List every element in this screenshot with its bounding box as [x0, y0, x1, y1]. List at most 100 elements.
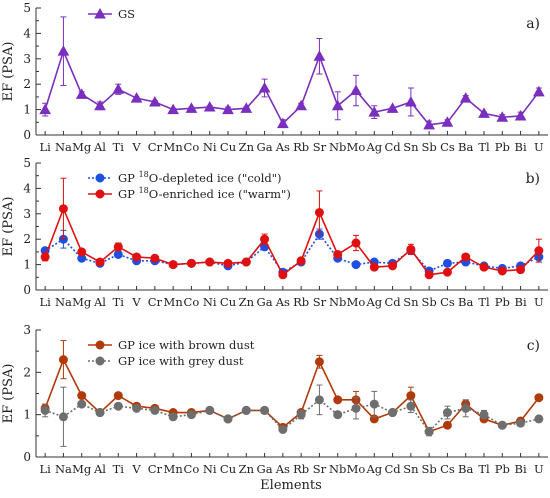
x-tick-label: Cr — [148, 462, 163, 476]
x-tick-label: Ag — [365, 462, 382, 476]
legend-swatch-marker — [95, 340, 105, 350]
data-point — [388, 408, 398, 418]
data-point — [351, 260, 361, 270]
panel-label: b) — [526, 171, 540, 187]
data-point — [95, 408, 105, 418]
legend-swatch-marker — [95, 173, 105, 183]
x-tick-label: Rb — [293, 140, 309, 154]
series-1 — [39, 16, 545, 130]
x-tick-label: Sb — [422, 462, 437, 476]
data-point — [260, 234, 270, 244]
x-tick-label: Sr — [313, 140, 327, 154]
x-tick-label: Al — [93, 140, 106, 154]
y-tick-label: 2 — [23, 77, 31, 91]
data-point — [241, 257, 251, 267]
data-point — [351, 403, 361, 413]
y-tick-label: 3 — [23, 323, 31, 337]
x-tick-label: V — [131, 140, 141, 154]
x-tick-label: Mn — [164, 140, 184, 154]
x-tick-label: V — [131, 295, 141, 309]
data-point — [58, 204, 68, 214]
data-point — [167, 103, 179, 115]
data-point — [186, 410, 196, 420]
data-point — [77, 391, 87, 401]
data-point — [405, 95, 417, 107]
data-point — [296, 410, 306, 420]
x-tick-label: Pb — [495, 462, 510, 476]
y-tick-label: 5 — [23, 1, 31, 15]
x-tick-label: Li — [39, 140, 51, 154]
data-point — [278, 270, 288, 280]
series-1 — [40, 340, 544, 437]
series-line — [44, 48, 540, 126]
data-point — [40, 405, 50, 415]
legend: GS — [88, 7, 135, 21]
data-point — [150, 405, 160, 415]
x-tick-label: Ba — [458, 140, 473, 154]
data-point — [240, 102, 253, 113]
data-point — [314, 357, 324, 367]
data-point — [313, 50, 326, 61]
x-tick-label: Mo — [347, 295, 366, 309]
data-point — [113, 249, 123, 259]
y-axis-title: EF (PSA) — [1, 364, 16, 424]
data-point — [277, 117, 289, 129]
data-point — [442, 267, 452, 277]
data-point — [132, 403, 142, 413]
data-point — [150, 253, 160, 263]
x-tick-label: Cr — [148, 295, 163, 309]
panel-label: a) — [526, 16, 540, 32]
x-tick-label: Rb — [293, 295, 309, 309]
x-tick-label: Sn — [403, 295, 419, 309]
data-point — [497, 420, 507, 430]
data-point — [478, 107, 490, 118]
x-tick-label: Zn — [239, 462, 255, 476]
x-tick-label: Zn — [239, 295, 255, 309]
data-point — [77, 399, 87, 409]
data-point — [442, 408, 452, 418]
legend: GP ice with brown dust GP ice with grey d… — [88, 338, 255, 368]
x-tick-label: Ti — [113, 140, 125, 154]
data-point — [113, 401, 123, 411]
x-tick-label: Ni — [203, 462, 217, 476]
data-point — [496, 111, 509, 122]
data-point — [203, 101, 216, 112]
data-point — [185, 102, 198, 113]
data-point — [350, 84, 362, 96]
data-point — [533, 85, 545, 97]
x-tick-label: Mg — [72, 462, 92, 476]
x-axis-title: Elements — [260, 478, 322, 493]
x-tick-label: Na — [55, 295, 72, 309]
x-tick-label: Cu — [220, 462, 236, 476]
x-tick-label: U — [534, 295, 544, 309]
series-1 — [40, 228, 544, 277]
data-point — [113, 242, 123, 252]
x-tick-label: Ga — [257, 140, 273, 154]
x-tick-label: Mo — [347, 140, 366, 154]
x-tick-label: Sb — [422, 140, 437, 154]
y-tick-label: 4 — [23, 26, 31, 40]
y-tick-label: 0 — [23, 128, 31, 142]
x-tick-label: Mn — [164, 462, 184, 476]
data-point — [39, 103, 51, 115]
x-tick-label: Sr — [313, 462, 327, 476]
data-point — [369, 399, 379, 409]
data-point — [388, 261, 398, 271]
legend-label: GP ice with grey dust — [118, 354, 244, 368]
legend-label: GP ice with brown dust — [118, 338, 255, 352]
x-tick-label: Bi — [515, 462, 527, 476]
data-point — [534, 414, 544, 424]
x-tick-label: Sr — [313, 295, 327, 309]
data-point — [441, 116, 454, 127]
data-point — [479, 410, 489, 420]
data-point — [351, 238, 361, 248]
data-point — [77, 247, 87, 257]
x-tick-label: Ag — [365, 295, 382, 309]
data-point — [461, 252, 471, 262]
data-point — [331, 99, 344, 111]
data-point — [112, 83, 125, 94]
x-tick-label: Rb — [293, 462, 309, 476]
data-point — [75, 88, 88, 99]
data-point — [205, 257, 215, 267]
